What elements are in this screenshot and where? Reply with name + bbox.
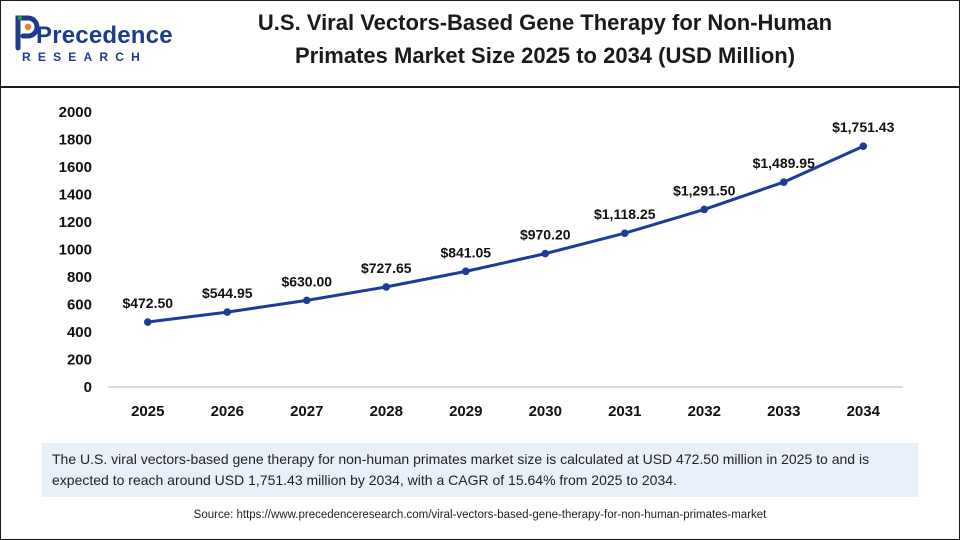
chart-title: U.S. Viral Vectors-Based Gene Therapy fo… [200,6,890,72]
y-tick-label: 200 [67,352,92,369]
brand-subtitle: RESEARCH [22,50,147,64]
data-point [859,142,868,150]
source-citation: Source: https://www.precedenceresearch.c… [193,509,767,521]
data-label: $841.05 [440,244,491,260]
header-divider [0,86,960,88]
y-tick-label: 2000 [59,104,92,121]
data-labels: $472.50 $544.95 $630.00 $727.65 $841.05 $970.… [122,119,894,311]
x-tick-label: 2030 [529,403,562,420]
y-tick-label: 0 [84,379,92,396]
series-market-size [143,142,868,326]
data-label: $1,489.95 [753,155,815,171]
data-label: $1,118.25 [594,206,656,222]
y-tick-label: 1600 [59,159,92,176]
chart-title-line-1: U.S. Viral Vectors-Based Gene Therapy fo… [257,10,833,35]
x-tick-label: 2028 [370,403,403,420]
data-point [143,318,152,326]
x-tick-label: 2031 [608,403,641,420]
chart-title-line-2: Primates Market Size 2025 to 2034 (USD M… [294,43,796,68]
x-tick-label: 2026 [211,403,244,420]
y-tick-label: 600 [67,297,92,314]
data-point [302,296,311,305]
x-tick-label: 2032 [688,403,721,420]
series-line [147,144,864,324]
data-point [461,267,470,276]
data-label: $544.95 [202,285,253,301]
x-tick-label: 2033 [767,403,800,420]
y-tick-label: 400 [67,324,92,341]
y-tick-label: 1200 [59,214,92,231]
data-label: $472.50 [122,295,173,311]
data-point [779,178,788,186]
data-label: $970.20 [520,227,571,243]
header: Precedence RESEARCH U.S. Viral Vectors-B… [0,0,960,86]
y-tick-label: 1800 [59,132,92,149]
y-tick-label: 800 [67,269,92,286]
data-point [700,205,709,214]
brand-logo: Precedence RESEARCH [14,12,173,72]
x-tick-label: 2029 [449,403,482,420]
logo-p-mark-icon [15,15,40,51]
x-tick-label: 2034 [847,403,881,420]
y-tick-label: 1000 [59,242,92,259]
x-tick-label: 2027 [290,403,323,420]
summary-text: The U.S. viral vectors-based gene therap… [52,451,870,488]
summary-box: The U.S. viral vectors-based gene therap… [42,443,918,497]
brand-name: Precedence [36,22,173,49]
data-label: $1,291.50 [673,182,735,198]
data-point [223,308,232,316]
line-chart: 0 200 400 600 800 1000 1200 1400 1600 1800 2000 20… [59,104,903,420]
data-label: $727.65 [361,260,412,276]
x-tick-label: 2025 [131,403,164,420]
data-point [541,249,550,258]
data-label: $1,751.43 [832,119,894,135]
y-tick-label: 1400 [59,187,92,204]
x-axis: 2025 2026 2027 2028 2029 2030 2031 2032 2033 2034 [108,386,903,420]
data-point [382,283,391,291]
y-axis: 0 200 400 600 800 1000 1200 1400 1600 1800 2000 [59,104,92,396]
data-label: $630.00 [281,273,332,289]
data-point [620,229,629,238]
